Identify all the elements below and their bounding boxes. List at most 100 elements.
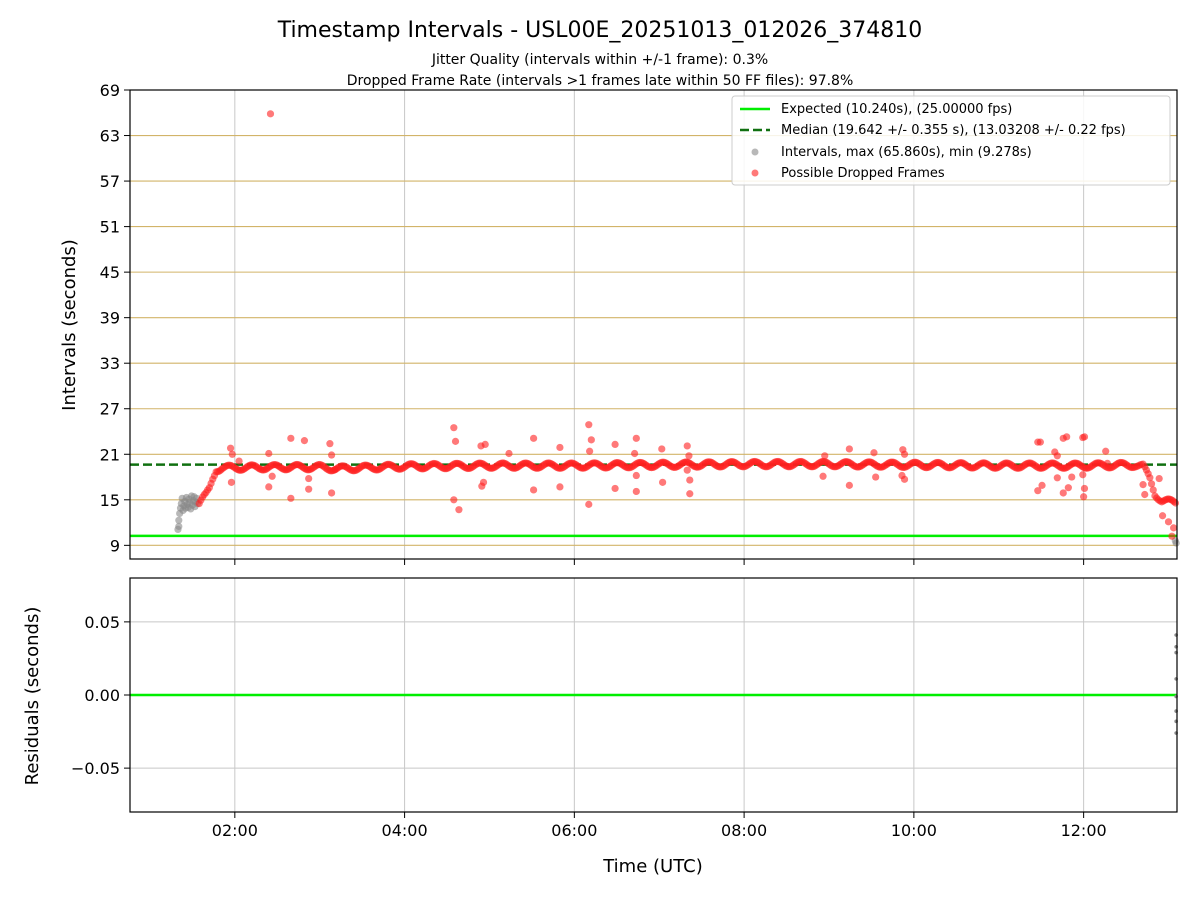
x-axis-label: Time (UTC) xyxy=(602,856,703,877)
intervals-ytick-label-9: 63 xyxy=(100,127,120,146)
intervals-ytick-label-5: 39 xyxy=(100,309,120,328)
dropped-point-45 xyxy=(686,490,694,498)
dropped-band-point-631 xyxy=(1171,499,1180,507)
intervals-ytick-label-3: 27 xyxy=(100,400,120,419)
intervals-ytick-label-2: 21 xyxy=(100,445,120,464)
interval-point-2 xyxy=(175,516,183,524)
xtick-label-2: 06:00 xyxy=(551,821,597,840)
dropped-point-7 xyxy=(268,472,276,480)
intervals-ytick-label-7: 51 xyxy=(100,218,120,237)
intervals-ytick-label-10: 69 xyxy=(100,81,120,100)
dropped-point-32 xyxy=(585,500,593,508)
dropped-point-49 xyxy=(845,445,853,453)
intervals-ytick-label-0: 9 xyxy=(110,536,120,555)
intervals-points xyxy=(174,110,1180,547)
dropped-point-4 xyxy=(235,457,243,465)
dropped-point-80 xyxy=(1164,518,1173,526)
dropped-point-11 xyxy=(305,474,313,483)
dropped-point-71 xyxy=(1079,471,1087,479)
dropped-point-10 xyxy=(300,437,309,445)
dropped-point-52 xyxy=(872,473,880,481)
legend-box xyxy=(731,95,1171,186)
legend-intervals-label: Intervals, max (65.860s), min (9.278s) xyxy=(781,145,1032,160)
dropped-point-18 xyxy=(451,437,460,445)
intervals-ytick-label-6: 45 xyxy=(100,263,120,282)
interval-point-1 xyxy=(175,522,183,530)
intervals-ytick-label-4: 33 xyxy=(100,354,120,373)
dropped-point-74 xyxy=(1102,447,1110,455)
dropped-point-54 xyxy=(900,450,909,458)
dropped-point-59 xyxy=(1034,487,1042,495)
xtick-label-1: 04:00 xyxy=(382,821,428,840)
dropped-point-20 xyxy=(455,506,463,514)
dropped-point-48 xyxy=(819,472,827,480)
dropped-point-81 xyxy=(1168,532,1176,540)
dropped-point-14 xyxy=(327,451,336,459)
chart-subtitle-jitter: Jitter Quality (intervals within +/-1 fr… xyxy=(431,52,768,68)
dropped-point-82 xyxy=(1170,524,1178,532)
dropped-point-36 xyxy=(632,434,640,442)
legend: Expected (10.240s), (25.00000 fps) Media… xyxy=(731,95,1171,186)
dropped-band-point-616 xyxy=(1147,480,1156,488)
dropped-point-62 xyxy=(1053,452,1061,460)
intervals-y-axis-label: Intervals (seconds) xyxy=(59,239,80,411)
dropped-point-34 xyxy=(611,440,619,449)
chart-title: Timestamp Intervals - USL00E_20251013_01… xyxy=(277,18,923,43)
dropped-point-1 xyxy=(226,444,235,452)
legend-dropped-label: Possible Dropped Frames xyxy=(781,166,945,181)
dropped-point-40 xyxy=(658,445,666,453)
intervals-x-ticks xyxy=(234,559,1085,565)
interval-point-26 xyxy=(1172,539,1180,547)
xtick-label-4: 10:00 xyxy=(891,821,937,840)
dropped-point-58 xyxy=(1036,438,1044,446)
chart-subtitle-dropped: Dropped Frame Rate (intervals >1 frames … xyxy=(347,73,854,89)
dropped-point-79 xyxy=(1158,512,1167,520)
legend-dropped-swatch xyxy=(751,169,759,177)
xtick-label-0: 02:00 xyxy=(212,821,258,840)
dropped-point-44 xyxy=(686,476,694,484)
dropped-point-65 xyxy=(1063,433,1071,441)
legend-median-label: Median (19.642 +/- 0.355 s), (13.03208 +… xyxy=(781,123,1126,138)
legend-expected-label: Expected (10.240s), (25.00000 fps) xyxy=(781,102,1012,117)
dropped-point-28 xyxy=(556,443,564,452)
dropped-point-50 xyxy=(845,481,853,489)
dropped-point-77 xyxy=(1141,490,1149,499)
intervals-plot-frame xyxy=(129,89,1178,560)
dropped-point-75 xyxy=(1103,459,1111,467)
dropped-point-42 xyxy=(683,442,691,450)
legend-intervals-swatch xyxy=(751,148,759,156)
dropped-point-24 xyxy=(478,482,486,490)
dropped-point-76 xyxy=(1139,481,1147,489)
dropped-point-3 xyxy=(227,478,236,486)
dropped-point-31 xyxy=(587,436,595,444)
intervals-ytick-label-1: 15 xyxy=(100,491,120,510)
dropped-point-66 xyxy=(1059,489,1067,497)
intervals-y-ticks: 9 15 21 27 33 39 45 51 57 63 69 xyxy=(100,81,130,555)
dropped-point-8 xyxy=(287,434,295,442)
dropped-point-38 xyxy=(632,471,640,480)
dropped-point-56 xyxy=(900,475,909,483)
dropped-point-63 xyxy=(1053,474,1061,482)
dropped-point-46 xyxy=(683,466,691,474)
dropped-point-37 xyxy=(631,449,639,458)
dropped-point-15 xyxy=(327,489,336,497)
residuals-ytick-label-0: 0.05 xyxy=(84,613,120,632)
dropped-point-16 xyxy=(331,465,339,474)
residuals-ytick-label-2: −0.05 xyxy=(71,759,120,778)
dropped-point-47 xyxy=(821,452,829,460)
dropped-point-13 xyxy=(326,440,334,448)
dropped-point-5 xyxy=(265,449,273,458)
residuals-x-ticks: 02:00 04:00 06:00 08:00 10:00 12:00 xyxy=(212,812,1107,840)
dropped-point-73 xyxy=(1080,493,1088,501)
dropped-point-19 xyxy=(450,496,458,504)
dropped-point-12 xyxy=(305,485,313,493)
intervals-panel: 9 15 21 27 33 39 45 51 57 63 69 Intervals (seconds… xyxy=(59,81,1180,565)
residuals-panel: 0.05 0.00 −0.05 02:00 04:00 06:00 08:00 10:00 1… xyxy=(22,577,1178,877)
dropped-point-27 xyxy=(530,486,538,494)
dropped-point-72 xyxy=(1080,484,1089,493)
dropped-point-22 xyxy=(481,440,489,449)
dropped-band-point-615 xyxy=(1146,474,1154,482)
xtick-label-5: 12:00 xyxy=(1061,821,1107,840)
residuals-y-axis-label: Residuals (seconds) xyxy=(22,607,43,786)
